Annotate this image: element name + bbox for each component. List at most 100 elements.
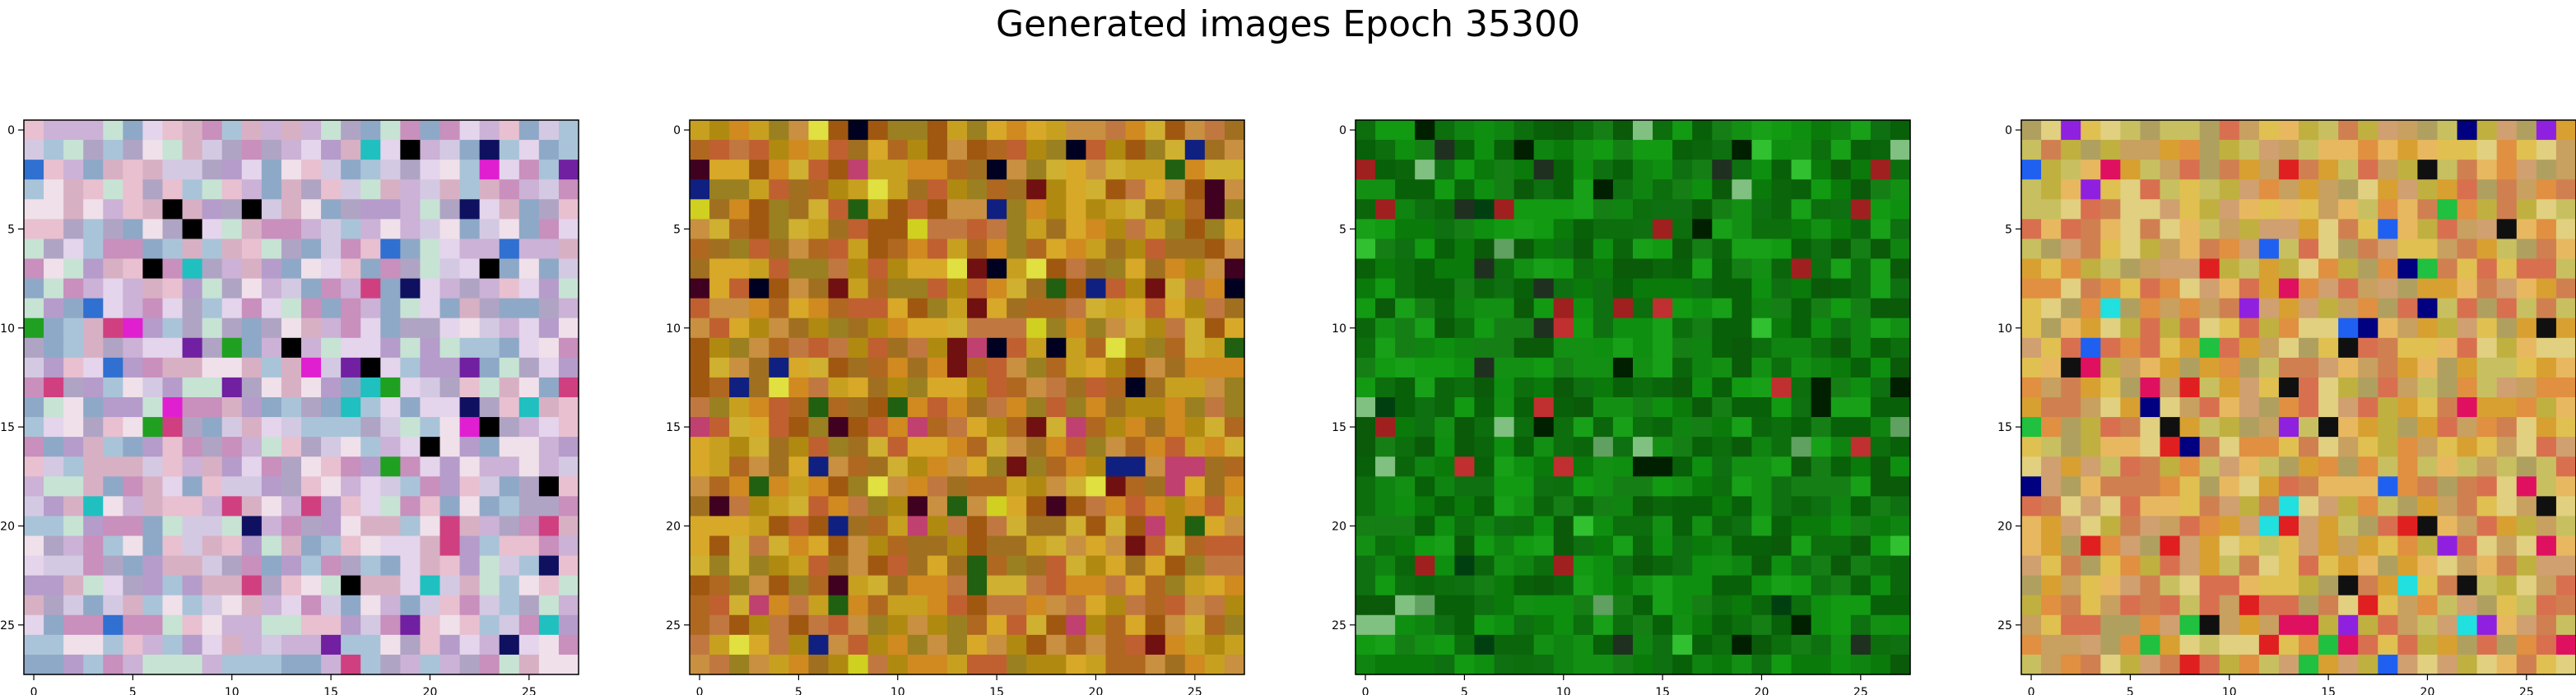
- pixel: [1653, 298, 1673, 319]
- pixel: [1165, 120, 1186, 141]
- pixel: [221, 357, 243, 378]
- pixel: [44, 555, 64, 577]
- pixel: [1612, 575, 1634, 596]
- pixel: [558, 160, 579, 180]
- pixel: [2476, 535, 2498, 557]
- pixel: [2437, 614, 2458, 636]
- pixel: [182, 357, 203, 378]
- pixel: [2041, 160, 2062, 180]
- pixel: [63, 456, 84, 477]
- pixel: [769, 160, 789, 180]
- pixel: [2457, 496, 2478, 517]
- pixel: [2140, 437, 2161, 457]
- pixel: [987, 199, 1007, 220]
- pixel: [1870, 614, 1891, 636]
- pixel: [946, 575, 968, 596]
- pixel: [558, 219, 579, 240]
- pixel: [281, 634, 302, 656]
- pixel: [1791, 417, 1812, 438]
- pixel: [400, 555, 421, 577]
- pixel: [1184, 179, 1206, 200]
- pixel: [2219, 575, 2240, 596]
- pixel: [1474, 634, 1495, 656]
- pixel: [749, 298, 770, 319]
- pixel: [1494, 120, 1515, 141]
- pixel: [2476, 476, 2498, 497]
- pixel: [2021, 357, 2042, 378]
- pixel: [2437, 496, 2458, 517]
- pixel: [2358, 219, 2378, 240]
- pixel: [459, 456, 481, 477]
- pixel: [2457, 278, 2478, 299]
- pixel: [499, 456, 520, 477]
- pixel: [2120, 456, 2141, 477]
- pixel: [1454, 456, 1476, 477]
- pixel: [2457, 179, 2478, 200]
- pixel: [301, 535, 322, 557]
- pixel: [221, 654, 243, 675]
- pixel: [1732, 555, 1753, 577]
- pixel: [1125, 437, 1146, 457]
- pixel: [83, 278, 104, 299]
- pixel: [1553, 496, 1574, 517]
- pixel: [987, 337, 1007, 359]
- pixel: [1791, 140, 1812, 160]
- pixel: [281, 595, 302, 616]
- pixel: [479, 535, 500, 557]
- pixel: [1514, 219, 1535, 240]
- pixel: [2041, 555, 2062, 577]
- pixel: [2081, 397, 2101, 418]
- pixel: [2100, 417, 2121, 438]
- pixel: [1612, 160, 1634, 180]
- pixel: [1514, 140, 1535, 160]
- pixel: [2358, 437, 2378, 457]
- pixel: [690, 317, 710, 339]
- pixel: [558, 476, 579, 497]
- pixel: [2496, 239, 2518, 260]
- pixel: [2299, 258, 2319, 280]
- pixel: [142, 654, 164, 675]
- pixel: [44, 239, 64, 260]
- x-tick-label: 10: [2222, 686, 2237, 695]
- pixel: [1633, 496, 1653, 517]
- pixel: [2021, 258, 2042, 280]
- pixel: [1204, 278, 1225, 299]
- pixel: [2081, 337, 2101, 359]
- pixel: [2555, 634, 2576, 656]
- pixel: [1434, 298, 1455, 319]
- pixel: [321, 317, 342, 339]
- pixel: [2021, 634, 2042, 656]
- pixel: [123, 476, 144, 497]
- pixel: [887, 239, 909, 260]
- pixel: [769, 298, 789, 319]
- pixel: [1850, 160, 1872, 180]
- pixel: [2318, 337, 2339, 359]
- pixel: [1732, 575, 1753, 596]
- pixel: [2041, 120, 2062, 141]
- pixel: [690, 614, 710, 636]
- pixel: [1086, 278, 1107, 299]
- pixel: [1830, 337, 1852, 359]
- pixel: [1026, 535, 1047, 557]
- pixel: [2100, 575, 2121, 596]
- pixel: [887, 516, 909, 537]
- pixel: [2041, 239, 2062, 260]
- pixel: [1026, 337, 1047, 359]
- pixel: [2278, 337, 2299, 359]
- pixel: [558, 654, 579, 675]
- pixel: [1355, 476, 1376, 497]
- pixel: [2081, 456, 2101, 477]
- pixel: [709, 555, 730, 577]
- pixel: [1375, 516, 1396, 537]
- pixel: [2338, 614, 2359, 636]
- pixel: [1165, 516, 1186, 537]
- pixel: [987, 555, 1007, 577]
- pixel: [1573, 120, 1594, 141]
- pixel: [1105, 496, 1127, 517]
- pixel: [2397, 317, 2419, 339]
- pixel: [887, 654, 909, 675]
- pixel: [1046, 377, 1067, 398]
- pixel: [2358, 654, 2378, 675]
- pixel: [2120, 555, 2141, 577]
- pixel: [400, 120, 421, 141]
